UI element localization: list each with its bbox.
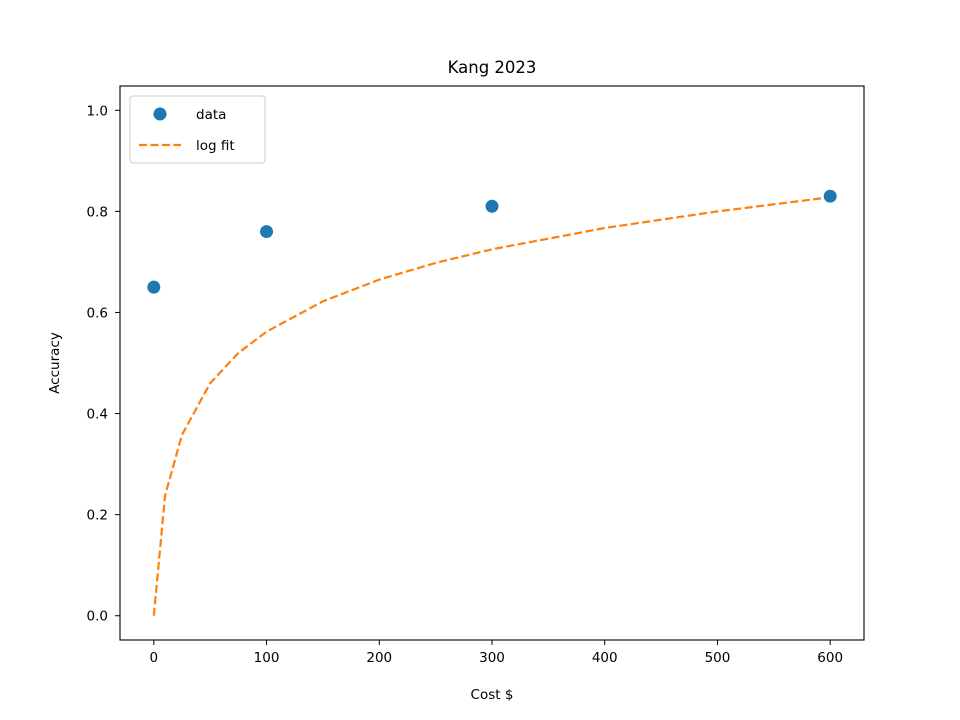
data-point [260, 225, 274, 239]
y-axis: 0.0 0.2 0.4 0.6 0.8 1.0 [87, 103, 120, 625]
y-tick-label: 0.6 [87, 305, 108, 321]
x-tick-label: 400 [592, 650, 618, 666]
y-tick-label: 0.0 [87, 609, 108, 625]
data-point [485, 199, 499, 213]
y-tick-label: 0.2 [87, 508, 108, 524]
legend: data log fit [129, 95, 266, 164]
x-tick-label: 100 [254, 650, 280, 666]
x-tick-label: 600 [817, 650, 843, 666]
series-line-log-fit [152, 196, 831, 616]
y-axis-label: Accuracy [47, 332, 63, 394]
series-layer [147, 189, 837, 616]
y-tick-label: 0.8 [87, 204, 108, 220]
x-axis: 0 100 200 300 400 500 600 [150, 640, 843, 666]
y-tick-label: 0.4 [87, 407, 108, 423]
plot-area [120, 86, 864, 640]
y-tick-label: 1.0 [87, 103, 108, 119]
plot-frame [119, 85, 865, 641]
chart-title: Kang 2023 [448, 58, 537, 77]
x-tick-label: 500 [705, 650, 731, 666]
x-tick-label: 300 [479, 650, 505, 666]
x-tick-label: 200 [366, 650, 392, 666]
x-axis-label: Cost $ [471, 687, 514, 703]
legend-marker-data [153, 107, 167, 121]
x-tick-label: 0 [150, 650, 159, 666]
data-point [147, 280, 161, 294]
data-point [823, 189, 837, 203]
legend-label-log-fit: log fit [196, 138, 235, 154]
legend-label-data: data [196, 107, 226, 123]
